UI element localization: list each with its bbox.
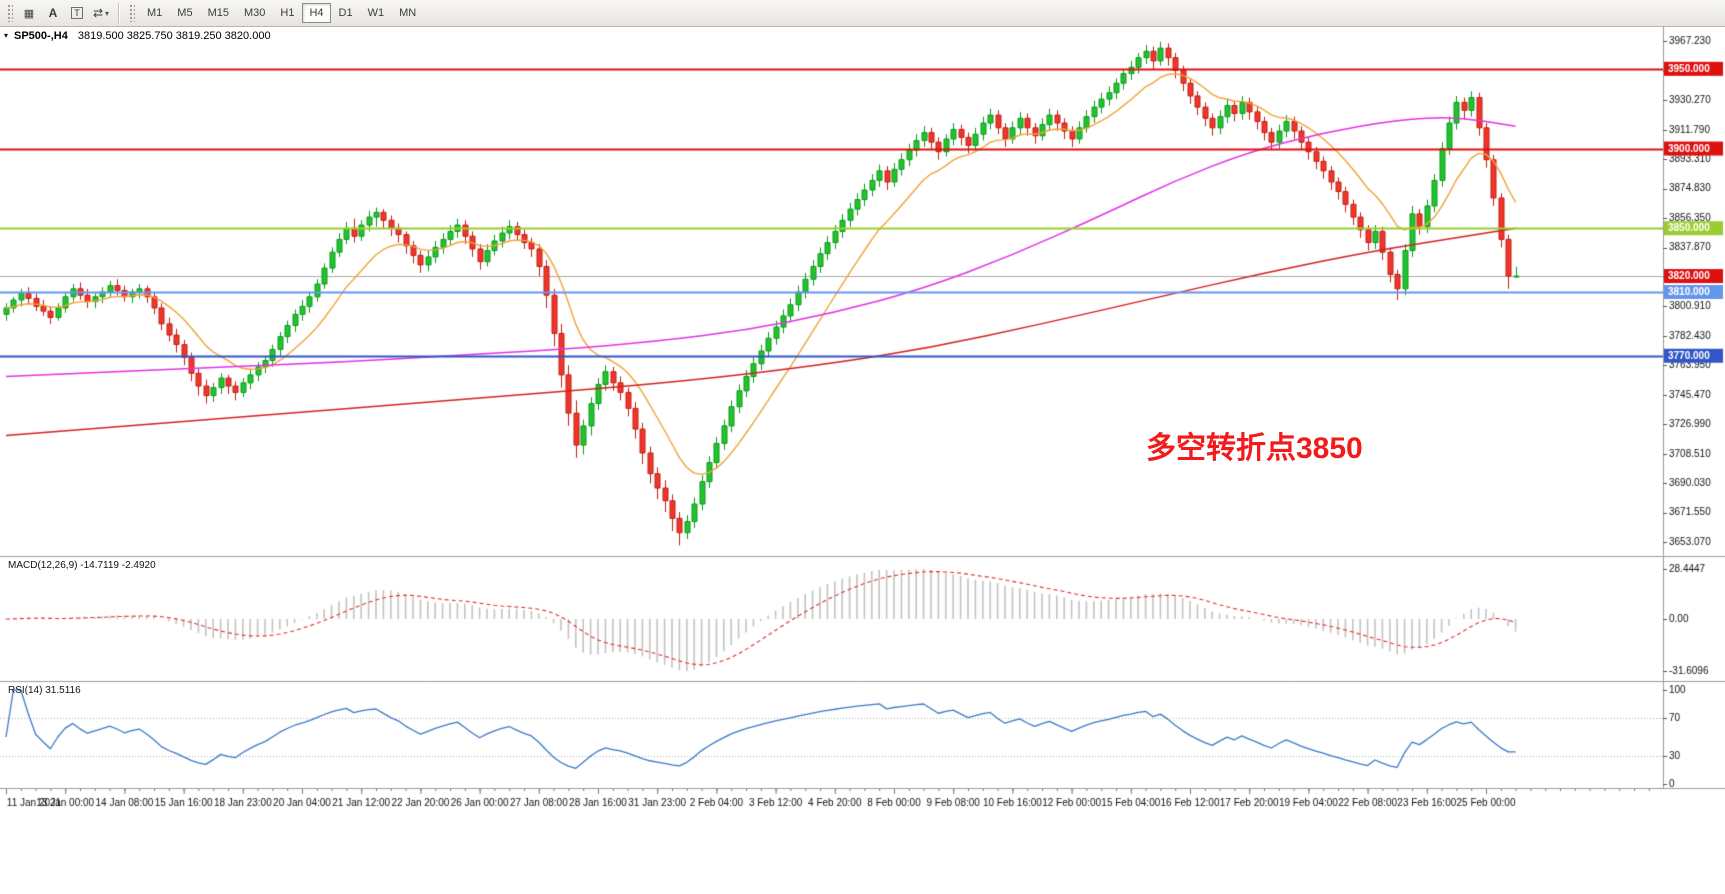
timeframe-button-m1[interactable]: M1 (140, 3, 169, 23)
rsi-indicator-label: RSI(14) 31.5116 (8, 685, 81, 696)
dropdown-caret-icon: ▾ (105, 8, 110, 18)
chart-annotation-text[interactable]: 多空转折点3850 (1146, 432, 1363, 465)
timeframe-button-h1[interactable]: H1 (273, 3, 301, 23)
timeframe-button-mn[interactable]: MN (392, 3, 423, 23)
one-click-trading-toggle-icon[interactable]: ▾ (4, 31, 9, 40)
cycle-button[interactable]: ⇄ ▾ (90, 3, 112, 23)
charts-grid-icon: ▦ (23, 7, 35, 20)
candlestick-chart-canvas[interactable] (0, 27, 1725, 894)
text-frame-icon: T (71, 7, 83, 19)
text-label-icon: A (48, 6, 58, 20)
chart-area: ▾ SP500-,H4 3819.500 3825.750 3819.250 3… (0, 27, 1725, 894)
symbol-timeframe-label: SP500-,H4 (14, 30, 68, 42)
toolbar-separator (118, 3, 120, 23)
timeframe-button-m30[interactable]: M30 (237, 3, 272, 23)
text-label-button[interactable]: A (42, 3, 64, 23)
timeframe-button-h4[interactable]: H4 (302, 3, 331, 23)
timeframe-drag-handle[interactable] (129, 4, 135, 22)
timeframe-toolbar: M1 M5 M15 M30 H1 H4 D1 W1 MN (140, 3, 423, 23)
chart-title: SP500-,H4 3819.500 3825.750 3819.250 382… (14, 30, 271, 42)
text-frame-button[interactable]: T (66, 3, 88, 23)
timeframe-button-w1[interactable]: W1 (361, 3, 392, 23)
ohlc-values: 3819.500 3825.750 3819.250 3820.000 (77, 30, 271, 42)
timeframe-button-d1[interactable]: D1 (332, 3, 360, 23)
macd-indicator-label: MACD(12,26,9) -14.7119 -2.4920 (8, 560, 156, 571)
cycle-arrows-icon: ⇄ (92, 6, 104, 20)
timeframe-button-m5[interactable]: M5 (170, 3, 199, 23)
charts-grid-button[interactable]: ▦ (18, 3, 40, 23)
timeframe-button-m15[interactable]: M15 (201, 3, 236, 23)
toolbar-drag-handle[interactable] (7, 4, 13, 22)
toolbar: ▦ A T ⇄ ▾ M1 M5 M15 M30 H1 H4 D1 W1 MN (0, 0, 1725, 27)
